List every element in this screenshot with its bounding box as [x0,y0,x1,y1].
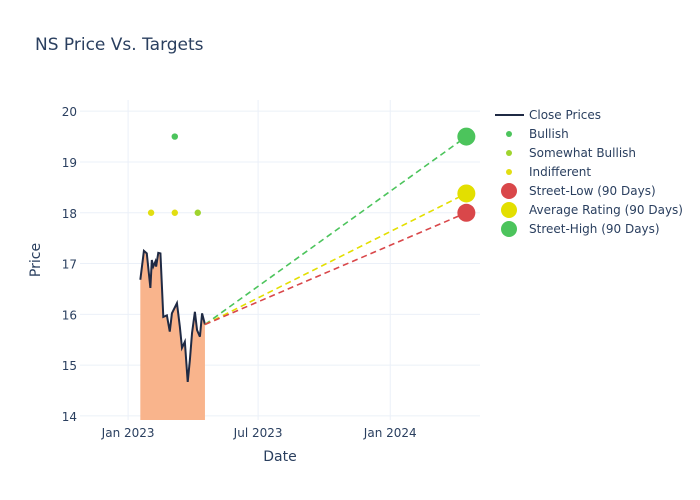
y-tick-label: 16 [62,308,77,322]
legend-marker [506,150,512,156]
legend-marker [501,202,517,218]
target-dashed-line [204,135,467,326]
rating-point [194,209,201,216]
legend-label: Bullish [529,127,569,141]
legend-label: Street-High (90 Days) [529,222,660,236]
y-tick-label: 17 [62,258,77,272]
legend-marker [506,169,512,175]
y-tick-label: 14 [62,410,77,424]
y-tick-label: 19 [62,156,77,170]
x-tick-label: Jan 2024 [363,426,417,440]
target-point [457,127,476,146]
legend-marker [506,131,512,137]
x-tick-label: Jul 2023 [233,426,283,440]
rating-point [147,209,155,216]
legend-label: Indifferent [529,165,591,179]
legend-label: Average Rating (90 Days) [529,203,683,217]
y-tick-label: 15 [62,359,77,373]
target-dashed-line [204,212,467,326]
target-point [457,184,476,203]
legend-marker [501,183,517,199]
legend-label: Close Prices [529,108,601,122]
x-axis-label: Date [263,449,296,465]
rating-point [171,133,178,140]
target-point [457,203,476,222]
rating-point [171,209,178,216]
legend-marker [501,221,517,237]
y-axis-label: Price [28,243,44,277]
legend-label: Street-Low (90 Days) [529,184,656,198]
close-price-line [139,248,206,383]
chart-title: NS Price Vs. Targets [35,35,204,55]
target-dashed-line [204,192,467,326]
y-tick-label: 18 [62,207,77,221]
x-tick-label: Jan 2023 [101,426,155,440]
legend-label: Somewhat Bullish [529,146,636,160]
y-tick-label: 20 [62,105,77,119]
